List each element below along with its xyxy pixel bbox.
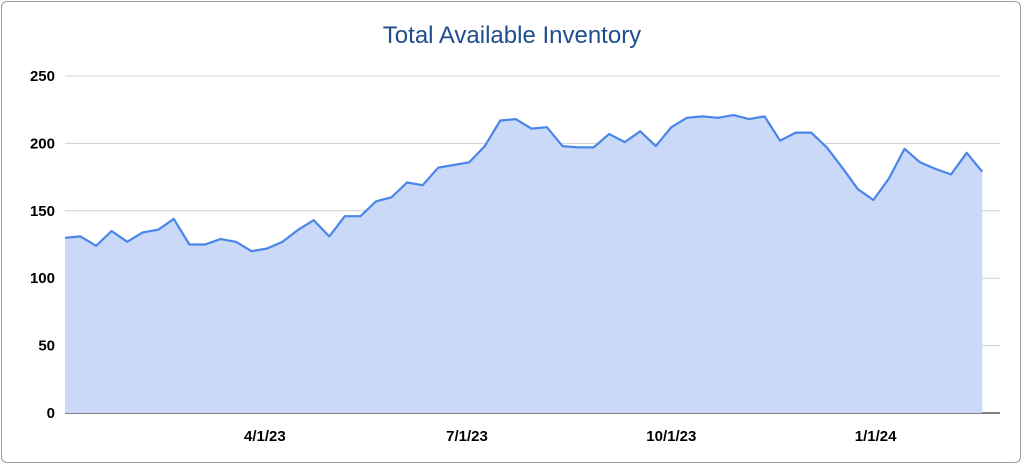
y-tick-label: 0	[47, 405, 55, 422]
y-tick-label: 200	[30, 135, 55, 152]
chart-title: Total Available Inventory	[382, 22, 642, 49]
y-tick-label: 150	[30, 203, 55, 220]
y-tick-label: 50	[38, 338, 55, 355]
x-axis-ticks: 4/1/23 7/1/23 10/1/23 1/1/24	[244, 428, 897, 445]
x-tick-label: 7/1/23	[446, 428, 488, 445]
series-area	[65, 115, 983, 413]
y-tick-label: 100	[30, 270, 55, 287]
area-layer	[64, 114, 984, 413]
x-tick-label: 10/1/23	[646, 428, 696, 445]
series-line	[64, 114, 984, 253]
x-tick-label: 4/1/23	[244, 428, 286, 445]
x-tick-label: 1/1/24	[855, 428, 897, 445]
y-axis-ticks: 0 50 100 150 200 250	[30, 68, 55, 422]
y-tick-label: 250	[30, 68, 55, 85]
